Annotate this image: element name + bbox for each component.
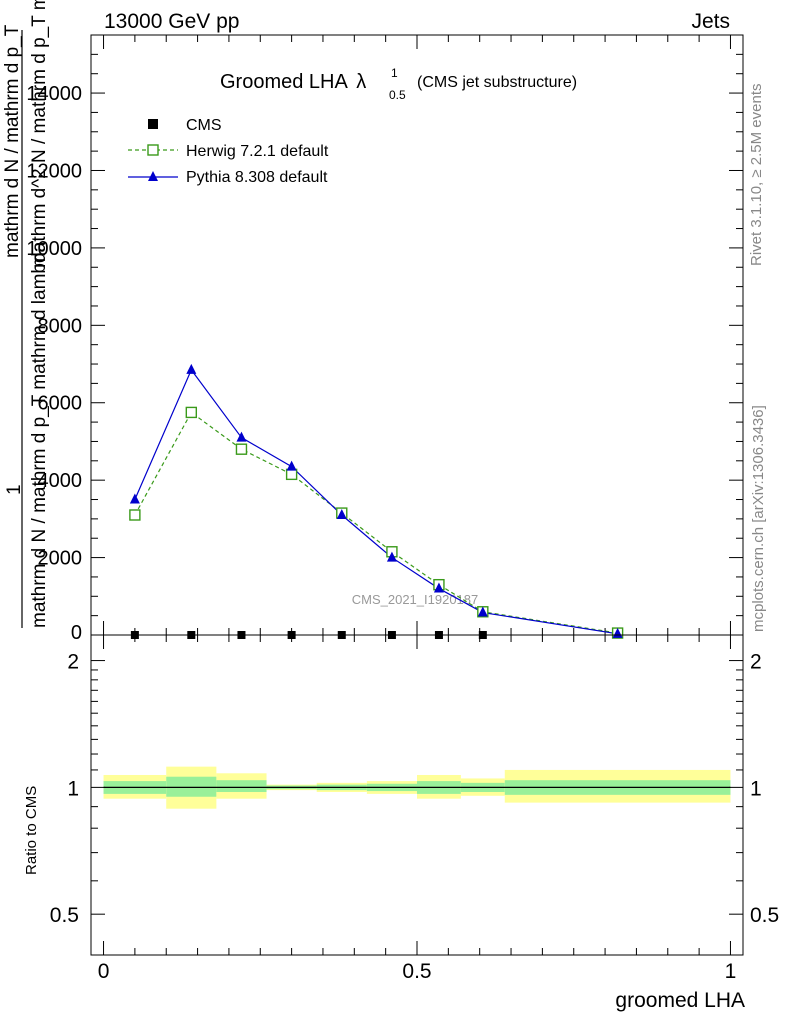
xtick-label: 0 xyxy=(98,960,110,983)
watermark: CMS_2021_I1920187 xyxy=(352,592,479,607)
legend-marker-pythia xyxy=(148,171,158,181)
mcplots-label: mcplots.cern.ch [arXiv:1306.3436] xyxy=(750,405,767,632)
header-right: Jets xyxy=(691,10,730,33)
legend-label-herwig: Herwig 7.2.1 default xyxy=(186,143,329,160)
ylabel-frac-bottom: mathrm d N / mathrm d p_T xyxy=(2,24,23,258)
header-left: 13000 GeV pp xyxy=(104,10,239,33)
ratio-ytick-label: 2 xyxy=(67,651,79,674)
ratio-ylabel: Ratio to CMS xyxy=(23,786,40,875)
legend: CMS Herwig 7.2.1 default Pythia 8.308 de… xyxy=(128,117,329,186)
main-ytick-label: 8000 xyxy=(38,315,83,337)
main-ytick-label: 10000 xyxy=(26,238,82,260)
ratio-plot-ytick-labels: 0.5 0.5 1 1 2 2 xyxy=(50,651,779,928)
main-plot: 2000 4000 6000 8000 10000 12000 14000 0 CMS_202… xyxy=(2,0,744,644)
legend-label-cms: CMS xyxy=(186,117,222,134)
ratio-band-inner xyxy=(166,776,217,797)
main-ytick-label: 14000 xyxy=(26,83,82,105)
xtick-label: 1 xyxy=(725,960,737,983)
plot-title-suffix: (CMS jet substructure) xyxy=(417,74,577,91)
plot-title-sub: 0.5 xyxy=(389,88,406,102)
pythia-point xyxy=(129,493,140,504)
pythia-point xyxy=(433,582,444,593)
pythia-point xyxy=(236,431,247,442)
herwig-point xyxy=(285,468,298,481)
main-ytick-label: 12000 xyxy=(26,160,82,182)
svg-text:Groomed LHA λ: Groomed LHA λ xyxy=(220,71,366,93)
ylabel-frac-top: 1 xyxy=(4,484,25,495)
pythia-point xyxy=(286,460,297,471)
ratio-plot-ticks xyxy=(91,635,743,955)
ratio-band-inner xyxy=(216,780,267,793)
legend-marker-herwig xyxy=(147,144,159,156)
xlabel: groomed LHA xyxy=(615,989,745,1012)
plot-title-lambda: λ xyxy=(356,71,366,93)
main-plot-ytick-labels: 2000 4000 6000 8000 10000 12000 14000 0 xyxy=(26,83,82,644)
ylabel-line1: mathrm d N / mathrm d p_T mathrm d lambd… xyxy=(29,241,50,628)
main-plot-ticks xyxy=(91,34,743,636)
ratio-ytick-label: 0.5 xyxy=(50,904,79,927)
main-ytick-label: 6000 xyxy=(38,393,83,415)
pythia-point xyxy=(336,509,347,519)
xtick-label: 0.5 xyxy=(402,960,431,983)
legend-marker-cms xyxy=(148,119,158,129)
legend-label-pythia: Pythia 8.308 default xyxy=(186,169,328,186)
ratio-ytick-label-right: 1 xyxy=(750,777,762,800)
herwig-point xyxy=(185,406,198,419)
pythia-point xyxy=(477,606,488,617)
ratio-ytick-label-right: 0.5 xyxy=(750,904,779,927)
main-ytick-label: 0 xyxy=(71,622,82,644)
plot-title-sup: 1 xyxy=(391,66,398,80)
ratio-ytick-label: 1 xyxy=(67,777,79,800)
ylabel-line2: mathrm d^2 N / mathrm d p_T mathrm d lam… xyxy=(29,0,50,268)
main-ytick-label: 4000 xyxy=(38,470,83,492)
ratio-plot: 0.5 0.51 12 2 0 0.5 1 Ratio to CMS groomed LH… xyxy=(23,634,779,1012)
ratio-plot-xtick-labels: 0 0.5 1 xyxy=(98,960,737,983)
herwig-point xyxy=(129,509,141,521)
pythia-point xyxy=(186,363,197,374)
main-ytick-label: 2000 xyxy=(38,548,83,570)
main-ylabel: mathrm d N / mathrm d p_T mathrm d lambd… xyxy=(2,0,50,628)
plot-title: Groomed LHA λ 1 0.5 (CMS jet substructur… xyxy=(220,66,577,102)
plot-title-main: Groomed LHA xyxy=(220,71,348,93)
ratio-ytick-label-right: 2 xyxy=(750,651,762,674)
pythia-point xyxy=(386,551,397,562)
rivet-label: Rivet 3.1.10, ≥ 2.5M events xyxy=(748,84,765,267)
herwig-point xyxy=(235,443,248,455)
